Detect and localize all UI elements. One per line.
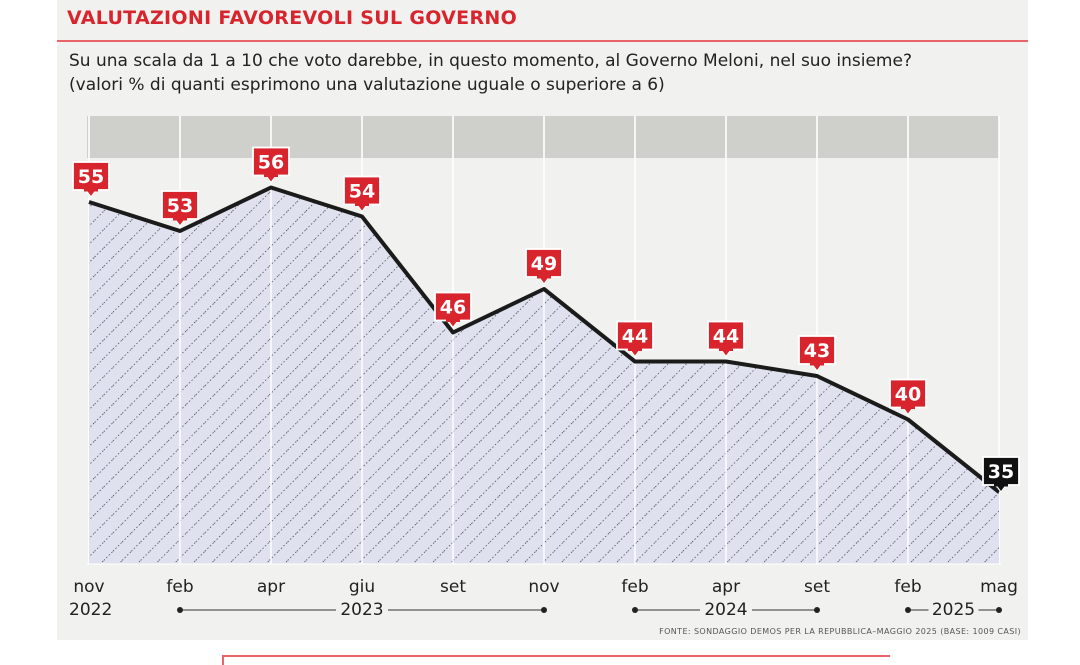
data-label-box — [616, 320, 654, 351]
data-label-4: 46 — [434, 291, 472, 329]
data-label-10: 35 — [982, 456, 1020, 493]
data-label-box — [889, 378, 927, 409]
data-label-text: 40 — [895, 384, 921, 406]
year-label-2024-bracket — [632, 607, 820, 613]
data-label-box — [982, 456, 1020, 486]
year-label-2025-bracket — [905, 607, 1002, 613]
data-label-1: 53 — [161, 190, 199, 227]
year-label-2025: 2025 — [932, 600, 975, 620]
data-label-2: 56 — [252, 146, 290, 184]
next-section-rule — [222, 655, 890, 657]
x-tick-label: giu — [349, 577, 375, 597]
data-label-joint — [628, 347, 642, 351]
x-axis: nov feb apr giu set nov feb apr set feb mag 2022 202… — [69, 577, 1018, 620]
title-divider — [57, 40, 1028, 42]
data-label-joint — [719, 347, 733, 351]
data-label-box — [525, 248, 563, 278]
year-bracket-start-dot — [177, 607, 183, 613]
chart-subtitle-question: Su una scala da 1 a 10 che voto darebbe,… — [69, 51, 912, 71]
data-label-box — [161, 190, 199, 220]
data-label-text: 44 — [713, 326, 739, 348]
chart-title: VALUTAZIONI FAVOREVOLI SUL GOVERNO — [67, 7, 518, 29]
data-labels: 55 53 56 54 46 49 44 44 43 40 35 — [72, 146, 1020, 493]
data-label-joint — [810, 361, 824, 366]
data-label-3: 54 — [343, 175, 381, 213]
x-tick-label: apr — [712, 577, 740, 597]
data-label-joint — [994, 482, 1008, 487]
year-label-2022: 2022 — [69, 600, 112, 620]
year-bracket-start-dot — [905, 607, 911, 613]
year-bracket-start-dot — [632, 607, 638, 613]
data-label-joint — [84, 187, 98, 192]
data-label-9: 40 — [889, 378, 927, 416]
data-label-joint — [901, 405, 915, 409]
data-label-text: 53 — [167, 195, 193, 217]
data-label-joint — [537, 274, 551, 279]
data-label-0: 55 — [72, 161, 110, 198]
x-tick-label: set — [804, 577, 830, 597]
area-series — [87, 187, 1001, 565]
line-series — [88, 185, 1001, 494]
year-bracket-end-dot — [541, 607, 547, 613]
data-label-joint — [446, 318, 460, 322]
data-label-6: 44 — [616, 320, 654, 358]
data-label-text: 56 — [258, 152, 284, 174]
data-label-joint — [355, 202, 369, 206]
data-label-text: 55 — [78, 166, 104, 188]
series-line — [88, 185, 1001, 494]
plot-background — [87, 116, 999, 158]
x-tick-label: set — [440, 577, 466, 597]
data-label-joint — [264, 173, 278, 177]
data-label-7: 44 — [707, 320, 745, 358]
chart-card: VALUTAZIONI FAVOREVOLI SUL GOVERNO Su un… — [57, 0, 1028, 640]
year-label-2023-bracket — [177, 607, 547, 613]
data-label-text: 54 — [349, 181, 375, 203]
x-tick-label: apr — [257, 577, 285, 597]
data-label-8: 43 — [798, 335, 836, 372]
data-label-box — [252, 146, 290, 177]
data-label-text: 46 — [440, 297, 466, 319]
x-tick-label: feb — [166, 577, 193, 597]
data-label-joint — [173, 216, 187, 221]
data-label-text: 44 — [622, 326, 648, 348]
data-label-text: 43 — [804, 340, 830, 362]
data-label-text: 35 — [988, 461, 1014, 483]
chart-subtitle-note: (valori % di quanti esprimono una valuta… — [69, 75, 665, 95]
year-bracket-end-dot — [814, 607, 820, 613]
x-tick-label: nov — [73, 577, 104, 597]
year-label-2023: 2023 — [340, 600, 383, 620]
x-tick-label: feb — [621, 577, 648, 597]
source-note: FONTE: SONDAGGIO DEMOS PER LA REPUBBLICA… — [659, 627, 1021, 636]
data-label-box — [707, 320, 745, 351]
x-tick-label: nov — [528, 577, 559, 597]
year-bracket-end-dot — [996, 607, 1002, 613]
year-label-2024: 2024 — [704, 600, 747, 620]
x-tick-label: mag — [980, 577, 1018, 597]
next-section-rule-corner — [222, 655, 224, 665]
data-label-text: 49 — [531, 253, 557, 275]
data-label-5: 49 — [525, 248, 563, 285]
x-tick-label: feb — [894, 577, 921, 597]
